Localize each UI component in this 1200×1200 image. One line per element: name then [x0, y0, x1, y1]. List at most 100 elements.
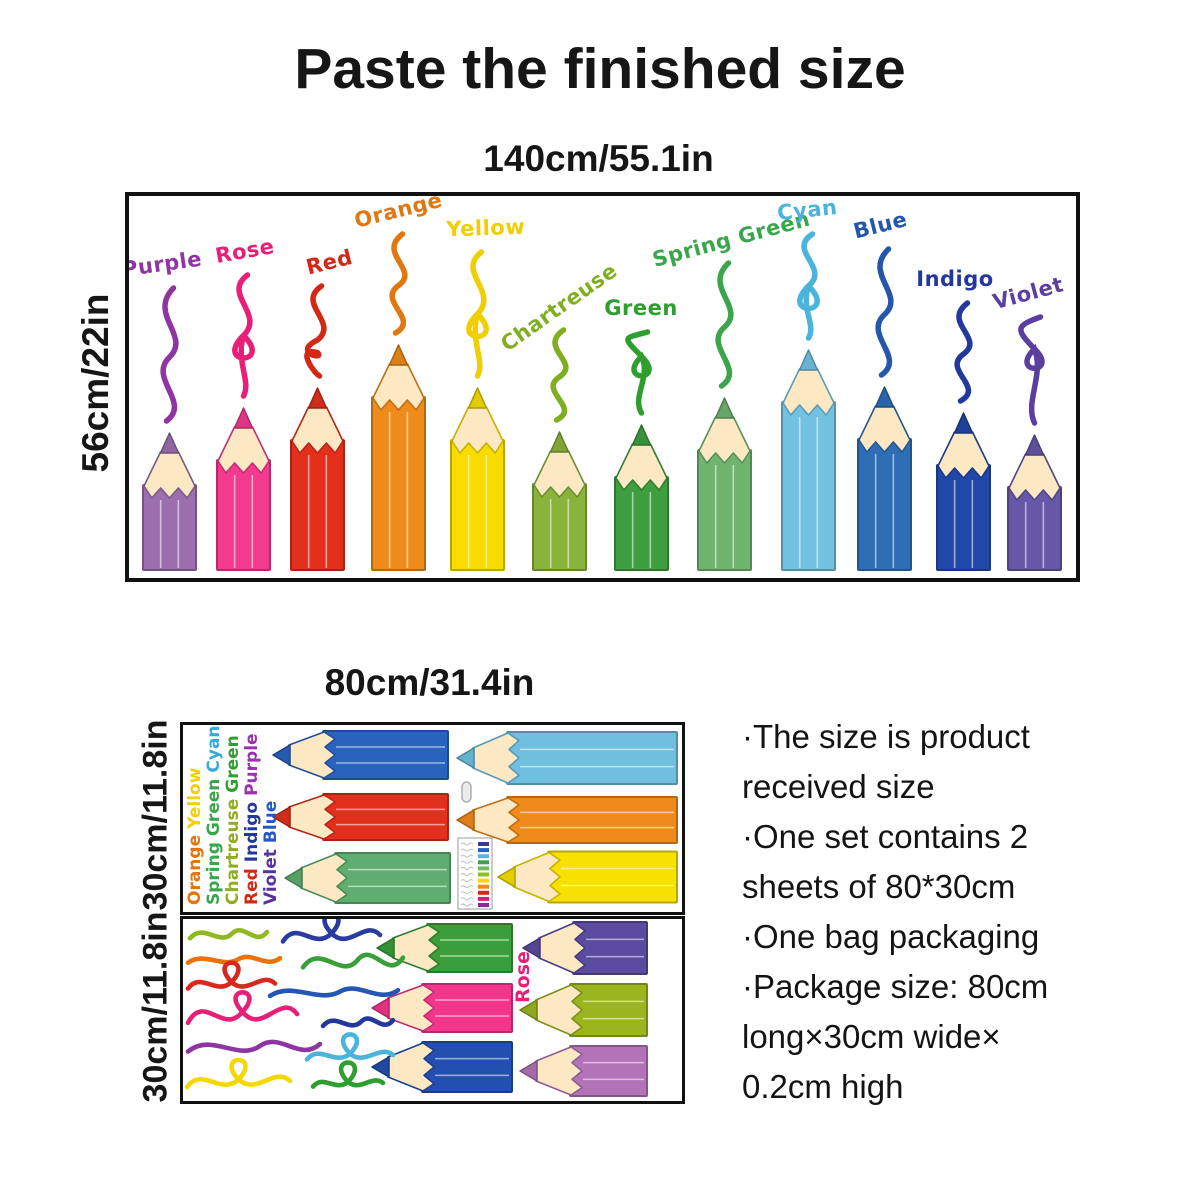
color-label-orange: Orange	[352, 196, 445, 233]
word-line: Red Indigo Purple	[242, 730, 262, 905]
word-green2: Green	[223, 735, 243, 793]
scribble-line	[185, 990, 300, 1026]
pencil-green	[614, 424, 669, 571]
scribble-line	[187, 928, 270, 941]
word-violet: Violet	[261, 849, 281, 905]
word-line: Spring Green Cyan	[204, 725, 224, 905]
pencil-yellow	[497, 850, 678, 904]
squiggle-blue	[875, 246, 894, 378]
scribble-line	[184, 1057, 293, 1090]
word-line: Chartreuse Green	[223, 730, 243, 905]
pencil-spring-green	[284, 852, 451, 904]
squiggle-indigo	[954, 300, 973, 404]
scribble-line	[185, 1039, 323, 1054]
pencil-rose	[216, 407, 271, 571]
scribble-line	[304, 1032, 396, 1062]
rose-label: Rose	[511, 951, 534, 1003]
squiggle-yellow	[466, 249, 489, 379]
info-text-block: ·The size is product received size ·One …	[742, 712, 1142, 1112]
info-line: ·One set contains 2	[742, 818, 1029, 855]
pencil-indigo	[936, 412, 991, 571]
color-label-rose: Rose	[213, 234, 276, 268]
squiggle-chartreuse	[550, 327, 569, 423]
word-indigo: Indigo	[242, 801, 262, 863]
pencil-cyan	[456, 731, 678, 785]
pencil-spring-green	[697, 397, 752, 571]
word-spring: Spring	[204, 842, 224, 905]
pencil-blue	[371, 1041, 513, 1093]
eraser-capsule	[461, 781, 472, 803]
word-green: Green	[204, 778, 224, 837]
pencil-chartreuse	[519, 983, 648, 1037]
sheet-2: Rose	[180, 916, 685, 1104]
squiggle-violet	[1018, 314, 1045, 426]
word-line: Violet Blue	[261, 730, 281, 905]
squiggle-cyan	[797, 231, 820, 341]
word-line: Orange Yellow	[185, 730, 205, 905]
pencil-purple	[142, 432, 197, 571]
word-red: Red	[242, 868, 262, 905]
pencil-blue	[857, 386, 912, 571]
squiggle-spring-green	[715, 260, 734, 389]
pencil-chartreuse	[532, 431, 587, 571]
info-line: ·One bag packaging	[742, 918, 1040, 955]
pencil-blue	[272, 730, 449, 780]
squiggle-purple	[160, 285, 179, 424]
poster-pencils-graphic: Purple Rose Red Orange Yellow ChartreuseGreen…	[121, 188, 1066, 571]
scribble-line	[300, 952, 406, 970]
info-line: ·Package size: 80cm	[742, 968, 1049, 1005]
scribble-line	[185, 960, 278, 991]
word-cyan: Cyan	[204, 725, 224, 773]
pencil-yellow	[450, 387, 505, 571]
info-line: sheets of 80*30cm	[742, 868, 1016, 905]
word-blue: Blue	[261, 800, 281, 844]
sheet-width-label: 80cm/31.4in	[324, 662, 535, 703]
scribble-line	[267, 986, 401, 999]
poster-height-label: 56cm/22in	[75, 293, 116, 473]
pencil-orange	[456, 796, 678, 844]
pencil-orchid	[519, 1045, 648, 1097]
squiggle-green	[625, 329, 652, 416]
word-chartreuse: Chartreuse	[223, 798, 243, 905]
squiggle-rose	[232, 272, 255, 399]
info-line: 0.2cm high	[742, 1068, 904, 1105]
sheet1-height-label: 30cm/11.8in	[136, 719, 175, 911]
squiggle-orange	[389, 231, 408, 336]
info-line: long×30cm wide×	[742, 1018, 1001, 1055]
info-line: ·The size is product	[742, 718, 1030, 755]
color-label-purple: Purple	[129, 247, 203, 282]
color-label-yellow: Yellow	[445, 215, 526, 242]
word-orange: Orange	[185, 834, 205, 905]
scribble-line	[280, 919, 383, 944]
scribble-line	[185, 954, 283, 965]
sheet1-graphic	[272, 730, 678, 910]
pencil-red	[272, 793, 449, 841]
poster-width-label: 140cm/55.1in	[483, 138, 714, 179]
word-yellow: Yellow	[185, 767, 205, 829]
word-purple: Purple	[242, 733, 262, 796]
pencil-green	[376, 923, 513, 973]
color-label-cyan: Cyan	[776, 196, 838, 225]
info-line: received size	[742, 768, 935, 805]
mini-color-chart	[457, 837, 493, 910]
poster-preview-box: Purple Rose Red Orange Yellow Chartreuse Green…	[121, 188, 1080, 582]
pencil-red	[290, 387, 345, 571]
pencil-violet	[522, 921, 648, 975]
pencil-orange	[371, 344, 426, 571]
pencil-cyan	[781, 349, 836, 571]
squiggle-red	[304, 283, 327, 379]
color-label-red: Red	[304, 245, 355, 280]
sheet2-height-label: 30cm/11.8in	[136, 911, 175, 1103]
sheet2-graphic	[184, 919, 648, 1097]
pencil-violet	[1007, 434, 1062, 571]
page-title: Paste the finished size	[294, 37, 906, 101]
pencil-rose	[371, 983, 513, 1033]
scribble-line	[310, 1060, 386, 1089]
color-label-indigo: Indigo	[916, 267, 993, 291]
color-label-violet: Violet	[990, 272, 1066, 314]
color-label-blue: Blue	[851, 207, 910, 243]
sheet1-color-words: OrangeYellow SpringGreenCyan ChartreuseG…	[185, 725, 283, 905]
color-label-green: Green	[604, 296, 678, 320]
sheet-1: OrangeYellow SpringGreenCyan ChartreuseG…	[180, 722, 685, 915]
